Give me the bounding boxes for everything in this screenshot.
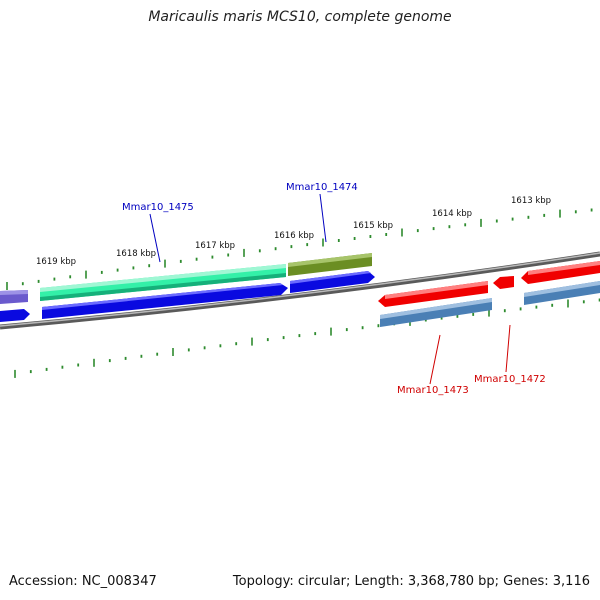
purple-feature-left-highlight [0,290,28,295]
accession-text: Accession: NC_008347 [9,574,157,589]
gene-label-mmar10-1474[interactable]: Mmar10_1474 [286,182,358,193]
gene-label-mmar10-1475[interactable]: Mmar10_1475 [122,202,194,213]
genome-summary-text: Topology: circular; Length: 3,368,780 bp… [232,574,590,589]
kbp-label-1615: 1615 kbp [353,221,393,231]
gene-label-mmar10-1473[interactable]: Mmar10_1473 [397,385,469,396]
mint-feature-1475-highlight [40,264,286,292]
gene-label-mmar10-1472[interactable]: Mmar10_1472 [474,374,546,385]
mint-feature-1475-shadow [40,273,286,301]
red-gene-arrow-right-highlight [528,261,600,275]
blue-gene-arrow-far-left[interactable] [0,309,30,322]
red-gene-arrow-1472[interactable] [493,276,514,289]
kbp-label-1619: 1619 kbp [36,257,76,267]
kbp-label-1616: 1616 kbp [274,231,314,241]
kbp-label-1613: 1613 kbp [511,196,551,206]
blue-gene-arrow-1474-highlight [290,271,371,284]
slate-feature-right-highlight [524,281,600,297]
callout-line-1473 [429,334,441,385]
kbp-label-1614: 1614 kbp [432,209,472,219]
callout-line-1475 [149,213,161,263]
blue-gene-arrow-1474[interactable] [290,271,375,293]
red-gene-arrow-1473-highlight [385,281,488,299]
genome-title: Maricaulis maris MCS10, complete genome [148,9,452,25]
blue-gene-arrow-1475[interactable] [42,283,288,319]
callout-line-1472 [505,324,511,373]
upper-scale-ticks [6,208,593,290]
olive-feature-1474-highlight [288,253,372,267]
slate-feature-1473-highlight [380,298,492,319]
blue-gene-arrow-1475-highlight [42,283,283,310]
genome-backbone [0,251,600,330]
genome-backbone-highlight [0,252,600,327]
kbp-label-1617: 1617 kbp [195,241,235,251]
kbp-label-1618: 1618 kbp [116,249,156,259]
callout-line-1474 [319,193,327,243]
